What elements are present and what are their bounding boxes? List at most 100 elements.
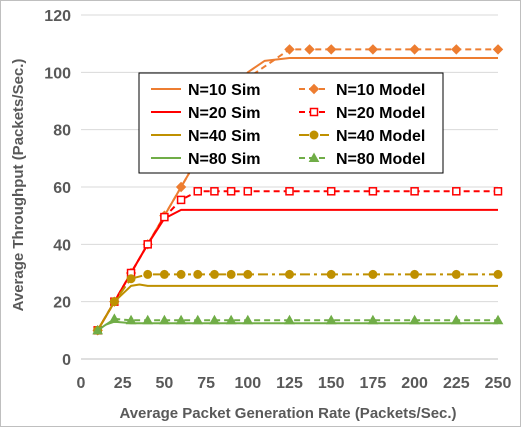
x-tick-label: 100 <box>234 375 261 392</box>
data-point <box>143 240 152 249</box>
y-tick-label: 0 <box>62 352 71 369</box>
data-point <box>409 44 420 55</box>
legend-marker <box>309 130 319 140</box>
data-point <box>109 313 120 323</box>
data-point <box>451 269 461 279</box>
legend-item: N=80 Model <box>299 151 425 168</box>
y-tick-label: 40 <box>53 237 71 254</box>
data-point <box>410 187 419 196</box>
data-point <box>304 44 315 55</box>
data-point <box>410 269 420 279</box>
y-tick-label: 80 <box>53 123 71 140</box>
data-point <box>284 44 295 55</box>
data-point <box>176 269 186 279</box>
x-tick-label: 250 <box>485 375 512 392</box>
data-point <box>159 314 170 325</box>
data-point <box>285 187 294 196</box>
data-point <box>209 269 219 279</box>
x-tick-label: 200 <box>401 375 428 392</box>
data-point <box>451 44 462 55</box>
x-tick-label: 150 <box>318 375 345 392</box>
data-point <box>192 314 204 325</box>
data-point <box>210 187 219 196</box>
legend-label: N=80 Model <box>336 151 425 168</box>
data-point <box>92 324 104 335</box>
data-point <box>175 181 187 193</box>
series-line <box>96 190 498 331</box>
data-point <box>243 269 253 279</box>
x-tick-label: 75 <box>197 375 215 392</box>
legend-label: N=10 Model <box>336 82 425 99</box>
data-point <box>284 314 295 325</box>
data-point <box>367 314 379 325</box>
legend-label: N=20 Sim <box>188 105 260 122</box>
data-point <box>285 269 294 279</box>
data-point <box>326 187 336 196</box>
x-tick-label: 225 <box>443 375 470 392</box>
legend-box <box>138 72 444 174</box>
data-point <box>160 212 169 222</box>
series-n-40-sim <box>96 283 498 331</box>
legend-item: N=10 Sim <box>151 82 260 99</box>
legend-label: N=40 Sim <box>188 128 260 145</box>
series-line <box>97 317 498 332</box>
y-tick-label: 120 <box>44 8 71 25</box>
x-tick-label: 25 <box>114 375 132 392</box>
y-tick-label: 100 <box>44 65 71 82</box>
data-point <box>452 187 461 196</box>
series-line <box>96 273 498 331</box>
series-n-80-model <box>92 313 504 335</box>
data-point <box>143 269 153 279</box>
x-tick-label: 50 <box>156 375 174 392</box>
tick-labels: 0 20 40 60 80 100 120 0 25 50 75 100 125 150 175 200 225… <box>44 8 511 392</box>
data-point <box>193 269 203 279</box>
legend-item: N=40 Model <box>299 128 425 145</box>
data-point <box>226 269 236 279</box>
x-tick-label: 125 <box>276 375 303 392</box>
data-point <box>450 314 462 325</box>
legend-label: N=10 Sim <box>188 82 260 99</box>
data-point <box>493 269 503 279</box>
legend-item: N=40 Sim <box>151 128 260 145</box>
series-n-20-model <box>93 187 503 335</box>
legend-label: N=20 Model <box>336 105 425 122</box>
data-point <box>109 297 119 307</box>
data-point <box>243 187 253 196</box>
data-point <box>159 269 169 279</box>
data-point <box>325 44 337 55</box>
data-point <box>368 187 378 196</box>
data-point <box>492 44 504 55</box>
data-point <box>125 314 137 325</box>
data-point <box>226 187 236 196</box>
x-tick-label: 175 <box>360 375 387 392</box>
legend-marker <box>308 152 320 162</box>
data-point <box>225 314 237 325</box>
data-point <box>368 269 378 279</box>
data-point <box>209 314 220 325</box>
data-point <box>492 314 504 325</box>
y-axis-title: Average Throughput (Packets/Sec.) <box>10 59 27 312</box>
y-tick-label: 60 <box>53 180 71 197</box>
x-tick-label: 0 <box>77 375 86 392</box>
legend-item: N=20 Model <box>299 105 425 122</box>
y-tick-label: 20 <box>53 295 71 312</box>
legend-item: N=20 Sim <box>151 105 260 122</box>
legend-marker <box>308 83 320 95</box>
data-point <box>409 314 420 325</box>
data-point <box>242 314 254 325</box>
data-point <box>493 187 503 196</box>
legend: N=10 Sim N=10 Model N=20 Sim N=20 Model N=40… <box>138 72 444 174</box>
x-axis-title: Average Packet Generation Rate (Packets/… <box>119 405 456 422</box>
data-point <box>176 195 186 205</box>
legend-label: N=80 Sim <box>188 151 260 168</box>
series-n-20-sim <box>96 208 498 331</box>
series-line <box>97 320 498 332</box>
series-line <box>96 283 498 331</box>
data-point <box>142 314 154 325</box>
legend-marker <box>309 107 319 117</box>
series-line <box>96 208 498 331</box>
data-point <box>367 44 379 55</box>
series-n-40-model <box>93 269 503 335</box>
